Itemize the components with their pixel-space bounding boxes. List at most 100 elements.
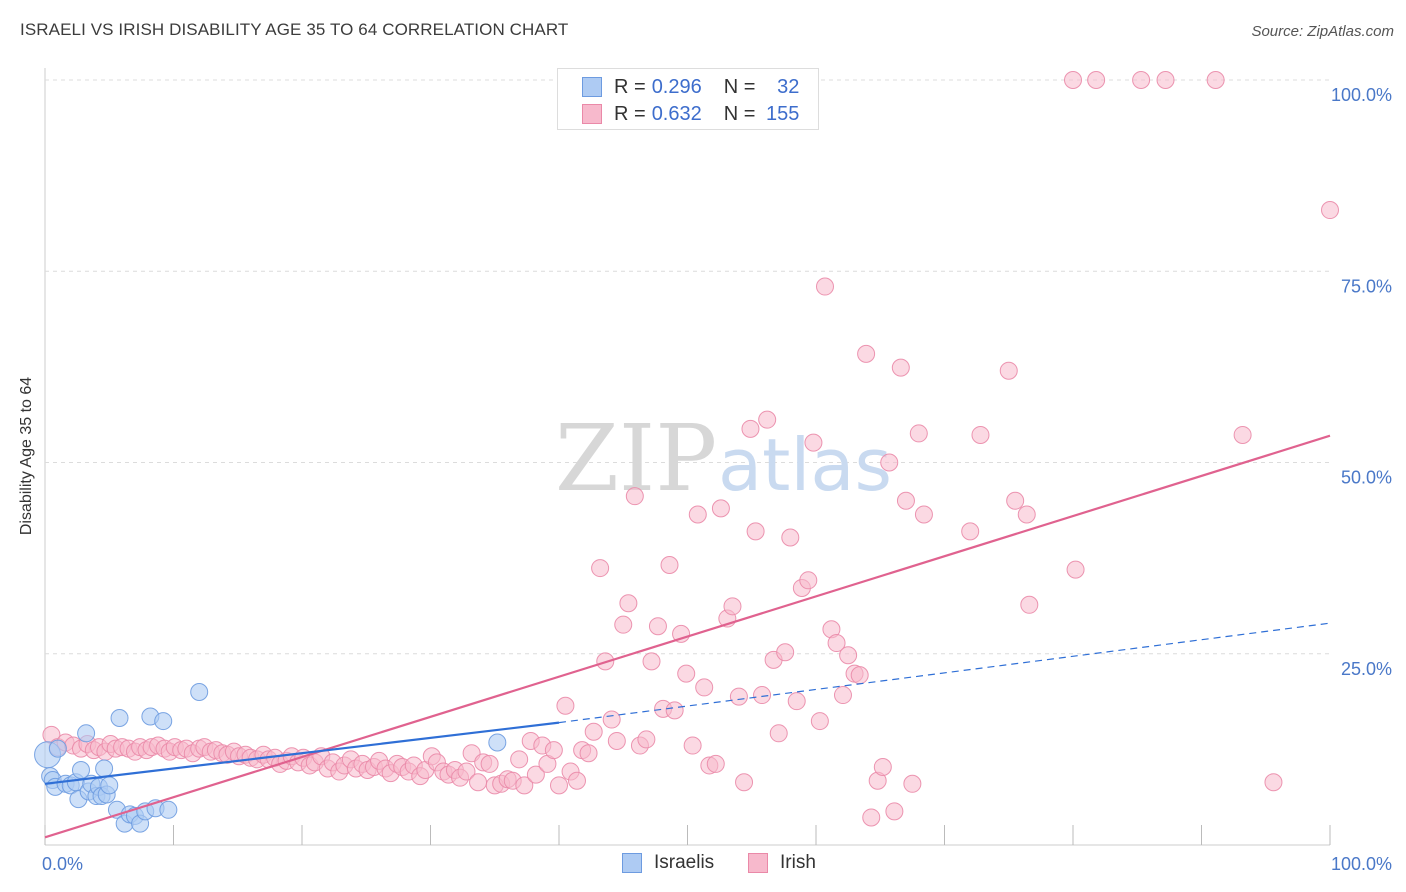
irish-point [550, 776, 568, 795]
irish-point [909, 424, 928, 443]
irish-point [515, 776, 534, 795]
irish-point [683, 736, 702, 755]
n-value-irish: 155 [766, 102, 800, 125]
irish-point [579, 744, 598, 763]
israelis-point [95, 759, 114, 778]
irish-point [999, 361, 1018, 380]
legend-label-israelis: Israelis [654, 852, 715, 873]
legend-item-irish[interactable]: Irish [748, 852, 816, 874]
r-value-irish: 0.632 [651, 102, 702, 125]
irish-point [885, 802, 904, 821]
israelis-point [100, 776, 119, 795]
irish-point [584, 722, 603, 741]
irish-point [971, 425, 990, 444]
irish-point [741, 419, 760, 438]
y-tick-label: 100.0% [1331, 85, 1392, 105]
irish-point [1017, 505, 1036, 524]
n-label: N = [723, 75, 756, 98]
irish-point [891, 358, 910, 377]
irish-point [914, 505, 933, 524]
irish-point [469, 773, 488, 792]
irish-point [787, 692, 806, 711]
israelis-trend-line [44, 721, 560, 785]
irish-point [903, 774, 922, 793]
irish-point [706, 754, 725, 773]
stats-legend: R = 0.296 N = 32 R = 0.632 N = 155 [557, 68, 819, 130]
irish-point [1156, 71, 1175, 89]
source-credit: Source: ZipAtlas.com [1251, 23, 1394, 40]
tick-labels: 25.0% 50.0% 75.0% 100.0% 0.0% 100.0% [42, 85, 1392, 874]
trend-lines [44, 434, 1331, 839]
legend-item-israelis[interactable]: Israelis [622, 852, 714, 874]
irish-point [769, 724, 788, 743]
irish-point [873, 757, 892, 776]
irish-point [1321, 201, 1339, 220]
irish-point [695, 678, 714, 697]
irish-point [723, 597, 742, 616]
irish-point [799, 571, 818, 590]
irish-legend-swatch [748, 853, 768, 873]
y-tick-label: 50.0% [1341, 468, 1392, 488]
irish-point [607, 731, 626, 750]
irish-point [729, 687, 748, 706]
irish-point [567, 771, 586, 790]
irish-point [1064, 71, 1082, 89]
israelis-point [488, 733, 507, 752]
irish-point [804, 433, 823, 452]
y-tick-label: 25.0% [1341, 659, 1392, 679]
irish-point [625, 487, 644, 506]
irish-point [827, 634, 846, 653]
irish-point [1132, 71, 1151, 89]
n-value-israelis: 32 [777, 75, 800, 98]
irish-point [746, 522, 765, 541]
irish-point [480, 754, 499, 773]
irish-point [457, 762, 476, 781]
irish-point [1006, 491, 1025, 510]
irish-point [1206, 71, 1225, 89]
watermark: ZIP atlas [555, 405, 892, 512]
irish-point [665, 701, 684, 720]
irish-point [961, 522, 980, 541]
israelis-point [154, 712, 173, 731]
irish-point [857, 344, 876, 363]
irish-point [1233, 425, 1252, 444]
irish-point [862, 808, 881, 827]
israelis-point [190, 683, 209, 701]
irish-point [815, 277, 834, 296]
irish-point [781, 528, 800, 547]
irish-swatch [582, 104, 602, 124]
irish-point [591, 559, 610, 578]
irish-point [776, 643, 795, 662]
irish-point [1066, 560, 1085, 579]
r-value-israelis: 0.296 [651, 75, 702, 98]
irish-point [602, 710, 621, 729]
stats-row-irish: R = 0.632 N = 155 [582, 102, 799, 126]
x-tick-label: 0.0% [42, 854, 83, 874]
irish-point [896, 491, 915, 510]
irish-point [839, 646, 858, 665]
n-label: N = [723, 102, 756, 125]
irish-point [556, 696, 575, 715]
irish-point [735, 773, 754, 792]
r-label: R = [614, 102, 646, 125]
israelis-legend-swatch [622, 853, 642, 873]
irish-point [677, 664, 696, 683]
irish-point [833, 686, 852, 705]
chart-title: ISRAELI VS IRISH DISABILITY AGE 35 TO 64… [20, 20, 569, 39]
x-tick-label: 100.0% [1331, 854, 1392, 874]
stats-row-israelis: R = 0.296 N = 32 [582, 75, 799, 99]
irish-point [753, 686, 772, 705]
irish-point [850, 666, 869, 685]
irish-point [1020, 595, 1039, 614]
irish-point [544, 741, 563, 760]
series-legend: Israelis Irish [0, 852, 1406, 876]
watermark-atlas: atlas [718, 423, 892, 507]
irish-point [880, 453, 899, 472]
r-label: R = [614, 75, 646, 98]
irish-point [637, 730, 656, 749]
israelis-point [159, 800, 178, 819]
irish-point [526, 765, 545, 784]
irish-point [619, 594, 638, 613]
irish-point [711, 499, 730, 518]
